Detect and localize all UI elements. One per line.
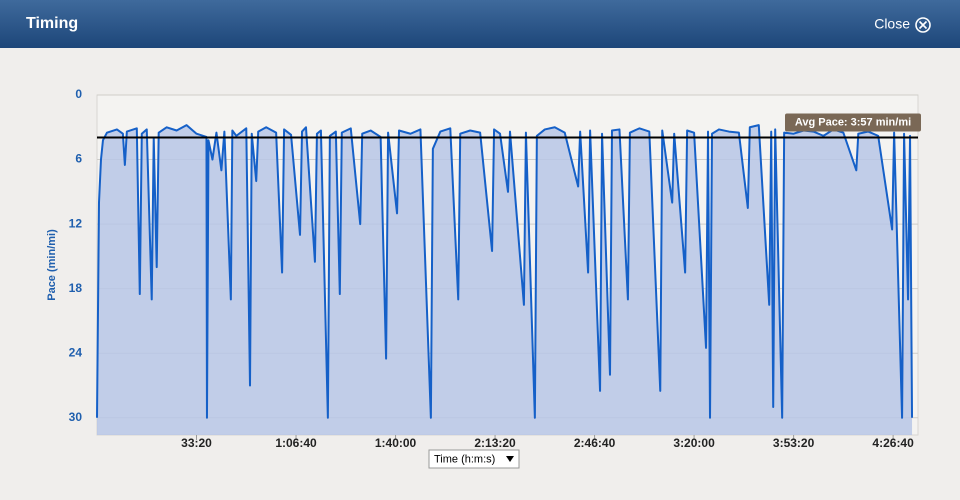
y-tick-label: 18 xyxy=(69,281,83,295)
x-tick-label: 4:26:40 xyxy=(872,436,914,450)
y-tick-label: 0 xyxy=(75,87,82,101)
avg-label: Avg Pace: 3:57 min/mi xyxy=(795,116,911,128)
header-bar xyxy=(0,0,960,48)
x-tick-label: 3:20:00 xyxy=(673,436,715,450)
y-tick-label: 24 xyxy=(69,345,83,359)
y-axis-label: Pace (min/mi) xyxy=(46,229,58,301)
x-tick-label: 2:13:20 xyxy=(474,436,516,450)
chart: 0 6 12 18 24 30 33:20 1:06:40 1:40:00 2:13:20 2:46… xyxy=(69,87,921,450)
close-icon[interactable] xyxy=(915,17,931,33)
x-tick-label: 2:46:40 xyxy=(574,436,616,450)
close-icon-x[interactable] xyxy=(918,20,928,30)
close-button[interactable]: Close xyxy=(874,16,931,33)
x-tick-label: 3:53:20 xyxy=(773,436,815,450)
x-tick-label: 33:20 xyxy=(181,436,212,450)
close-label[interactable]: Close xyxy=(874,16,910,32)
select-box[interactable] xyxy=(428,449,520,469)
y-tick-label: 12 xyxy=(69,216,83,230)
y-tick-label: 6 xyxy=(75,152,82,166)
x-tick-label: 1:06:40 xyxy=(275,436,317,450)
pace-line xyxy=(96,124,914,419)
avg-label-box xyxy=(785,113,921,132)
select-label[interactable]: Time (h:m:s) xyxy=(434,453,495,465)
x-axis-selector[interactable]: Time (h:m:s) xyxy=(428,449,520,469)
x-tick-label: 1:40:00 xyxy=(375,436,417,450)
select-arrow[interactable] xyxy=(506,456,514,462)
dialog-title: Timing xyxy=(26,15,78,32)
y-tick-label: 30 xyxy=(69,410,83,424)
